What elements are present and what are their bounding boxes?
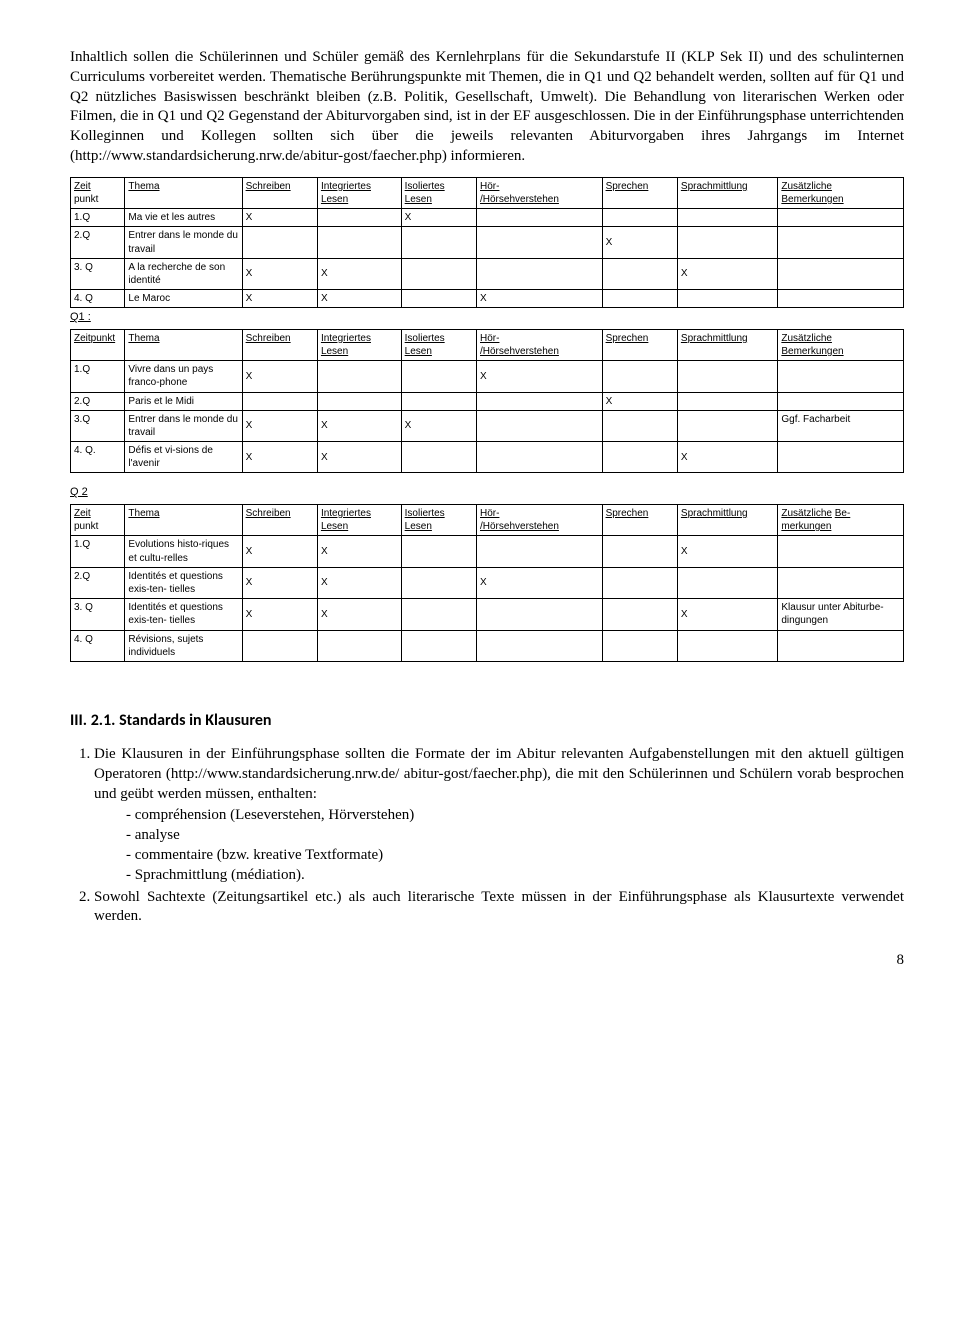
intro-paragraph: Inhaltlich sollen die Schülerinnen und S… bbox=[70, 48, 904, 167]
list-item: Die Klausuren in der Einführungsphase so… bbox=[94, 745, 904, 886]
section-q2: Q 2 bbox=[70, 485, 904, 500]
section-q1: Q1 : bbox=[70, 310, 904, 325]
table-row: 4. Q.Défis et vi-sions de l'avenirXXX bbox=[71, 442, 904, 473]
table-row: 3. QA la recherche de son identitéXXX bbox=[71, 258, 904, 289]
table-header-row: Zeitpunkt Thema Schreiben IntegriertesLe… bbox=[71, 329, 904, 360]
table-header-row: Zeitpunkt Thema Schreiben IntegriertesLe… bbox=[71, 505, 904, 536]
table-row: 1.QMa vie et les autresXX bbox=[71, 209, 904, 227]
table-row: 2.QParis et le MidiX bbox=[71, 392, 904, 410]
dash-item: commentaire (bzw. kreative Textformate) bbox=[126, 846, 904, 866]
table-row: 4. QLe MarocXXX bbox=[71, 290, 904, 308]
table-row: 1.QEvolutions histo-riques et cultu-rell… bbox=[71, 536, 904, 567]
table-row: 4. QRévisions, sujets individuels bbox=[71, 630, 904, 661]
table-row: 2.QIdentités et questions exis-ten- tiel… bbox=[71, 567, 904, 598]
table-row: 3.QEntrer dans le monde du travailXXXGgf… bbox=[71, 410, 904, 441]
table-header-row: Zeitpunkt Thema Schreiben IntegriertesLe… bbox=[71, 177, 904, 208]
dash-item: analyse bbox=[126, 826, 904, 846]
table-row: 3. QIdentités et questions exis-ten- tie… bbox=[71, 599, 904, 630]
numbered-list: Die Klausuren in der Einführungsphase so… bbox=[70, 745, 904, 927]
heading-standards: III. 2.1. Standards in Klausuren bbox=[70, 710, 904, 731]
table-q1: Zeitpunkt Thema Schreiben IntegriertesLe… bbox=[70, 329, 904, 474]
list-item: Sowohl Sachtexte (Zeitungsartikel etc.) … bbox=[94, 888, 904, 928]
dash-item: compréhension (Leseverstehen, Hörversteh… bbox=[126, 806, 904, 826]
dash-item: Sprachmittlung (médiation). bbox=[126, 866, 904, 886]
page-number: 8 bbox=[70, 951, 904, 971]
table-row: 2.QEntrer dans le monde du travailX bbox=[71, 227, 904, 258]
table-q2: Zeitpunkt Thema Schreiben IntegriertesLe… bbox=[70, 504, 904, 662]
table-row: 1.QVivre dans un pays franco-phoneXX bbox=[71, 361, 904, 392]
table-ef: Zeitpunkt Thema Schreiben IntegriertesLe… bbox=[70, 177, 904, 309]
dash-list: compréhension (Leseverstehen, Hörversteh… bbox=[94, 806, 904, 885]
